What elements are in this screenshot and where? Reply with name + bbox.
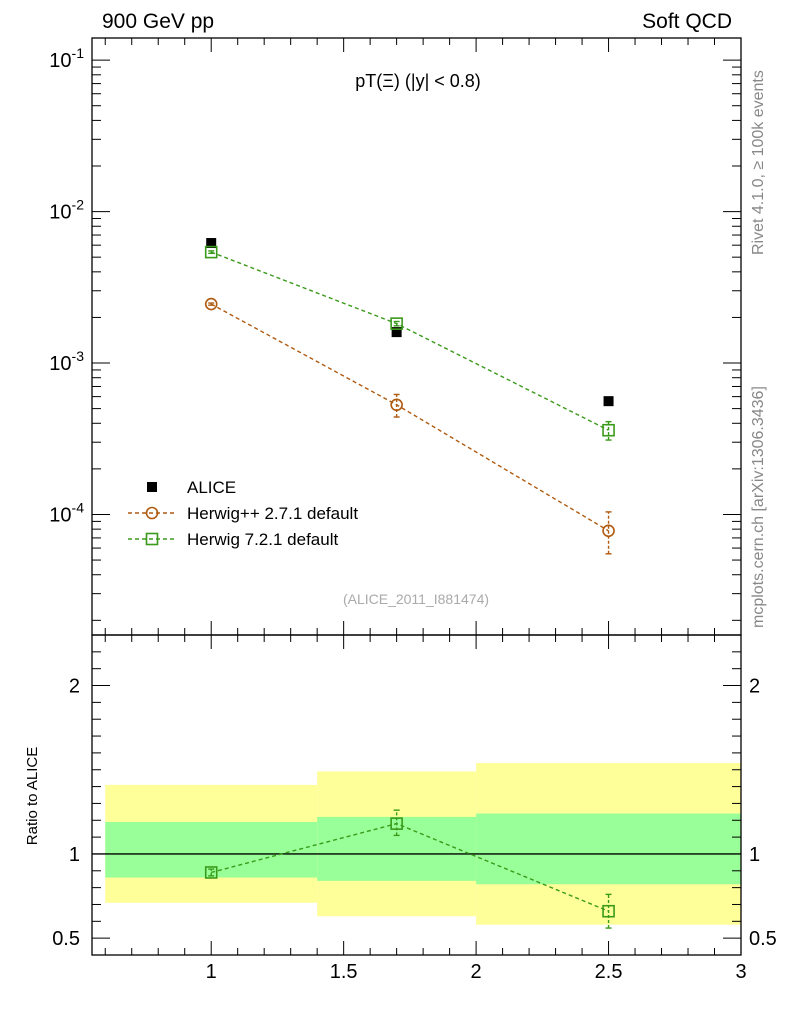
ratio-panel-content [204,809,615,929]
x-tick-label-4: 3 [735,961,746,983]
series-2-line [210,251,609,431]
legend-label-1: Herwig++ 2.7.1 default [187,504,358,523]
legend: ALICE Herwig++ 2.7.1 default Herwig 7.2.1 … [128,478,358,549]
series-0-point-2 [603,396,614,407]
collision-label: 900 GeV pp [102,10,214,33]
ratio-point-0 [204,866,218,879]
ratio-y-axis-label: Ratio to ALICE [24,747,41,845]
mcplots-reference-label: mcplots.cern.ch [arXiv:1306.3436] [750,386,767,628]
ratio-y-tick-label-right-2: 2 [749,676,760,698]
ratio-y-tick-label-right-1: 1 [749,844,760,866]
legend-label-2: Herwig 7.2.1 default [187,530,338,549]
ratio-frame [91,634,742,956]
series-0-point-1 [391,327,402,338]
legend-label-0: ALICE [187,478,236,497]
main-panel-content [204,238,615,555]
legend-marker-2 [145,532,159,546]
series-1-point-0 [204,297,218,311]
main-y-tick-label-2: 10-3 [49,348,84,375]
ratio-y-tick-label-right-0: 0.5 [749,928,777,950]
legend-marker-1 [145,506,159,520]
series-2-point-1 [390,317,403,330]
legend-marker-0 [147,482,157,492]
ratio-point-1 [390,817,403,830]
analysis-id-label: (ALICE_2011_I881474) [343,591,489,607]
series-2-point-0 [204,245,218,259]
ratio-band-inner-1 [317,816,477,881]
ratio-y-tick-label-2: 2 [69,676,80,698]
ratio-point-2 [602,904,615,918]
ratio-y-tick-label-0: 0.5 [52,928,80,950]
x-tick-label-0: 1 [206,961,217,983]
plot-title: pT(Ξ) (|y| < 0.8) [355,71,481,91]
x-tick-label-2: 2 [471,961,482,983]
series-0-point-0 [206,238,217,249]
rivet-version-label: Rivet 4.1.0, ≥ 100k events [750,70,767,255]
x-tick-label-3: 2.5 [595,961,623,983]
axes: 1 1.5 2 2.5 3 10-1 10-2 10-3 10-4 0.5 0.5 1 1 2 2 [49,37,777,983]
process-label: Soft QCD [642,10,732,33]
main-y-tick-label-0: 10-1 [49,45,84,72]
ratio-uncertainty-bands [92,763,741,925]
main-y-tick-label-1: 10-2 [49,197,84,224]
ratio-band-inner-2 [476,813,741,885]
series-2-point-2 [602,423,615,437]
ratio-band-inner-0 [105,821,318,878]
series-1-point-2 [602,524,615,538]
ratio-y-tick-label-1: 1 [69,844,80,866]
main-y-tick-label-3: 10-4 [49,499,84,526]
series-1-line [210,303,609,532]
series-1-point-1 [390,398,403,412]
x-tick-label-1: 1.5 [330,961,358,983]
